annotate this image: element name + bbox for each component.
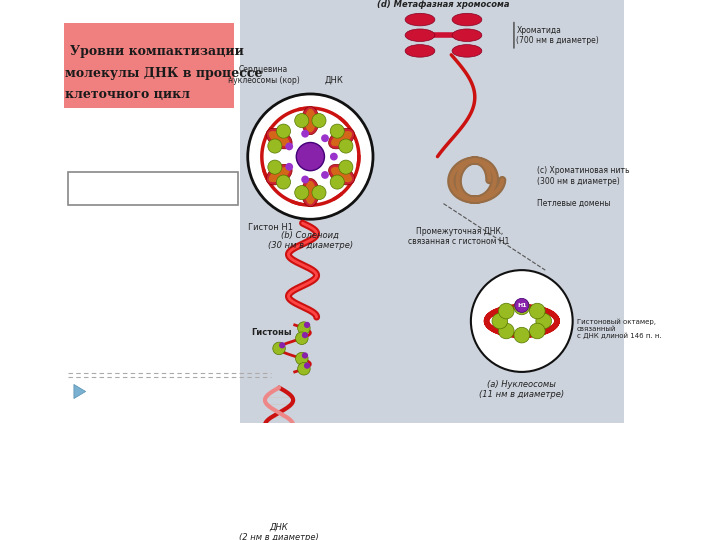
Circle shape (515, 298, 528, 313)
Ellipse shape (452, 14, 482, 26)
Ellipse shape (331, 167, 352, 182)
Bar (64, 23, 235, 108)
Circle shape (285, 143, 293, 150)
Ellipse shape (269, 167, 289, 182)
Circle shape (312, 186, 326, 200)
Text: клеточного цикл: клеточного цикл (66, 87, 190, 100)
Circle shape (301, 130, 309, 138)
Ellipse shape (331, 131, 352, 146)
Ellipse shape (266, 129, 292, 149)
Text: Гистон Н1: Гистон Н1 (248, 223, 293, 232)
Circle shape (339, 160, 353, 174)
Circle shape (304, 362, 310, 369)
Text: Хроматида
(700 нм в диаметре): Хроматида (700 нм в диаметре) (516, 25, 599, 45)
Text: ДНК
(2 нм в диаметре): ДНК (2 нм в диаметре) (239, 522, 319, 540)
Circle shape (330, 175, 344, 189)
Ellipse shape (305, 109, 316, 132)
Ellipse shape (328, 129, 354, 149)
Circle shape (339, 139, 353, 153)
Ellipse shape (302, 106, 319, 134)
Text: (c) Хроматиновая нить
(300 нм в диаметре): (c) Хроматиновая нить (300 нм в диаметре… (537, 166, 630, 186)
Circle shape (498, 303, 514, 319)
Ellipse shape (302, 179, 319, 207)
Text: Н1: Н1 (517, 303, 526, 308)
Text: Уровни компактизации: Уровни компактизации (70, 45, 244, 58)
Circle shape (273, 342, 285, 355)
Circle shape (248, 94, 373, 219)
Text: Гистоновый октамер,
связанный
с ДНК длиной 146 п. н.: Гистоновый октамер, связанный с ДНК длин… (577, 318, 661, 340)
Text: ДНК: ДНК (325, 76, 343, 85)
Circle shape (498, 323, 514, 339)
Text: (a) Нуклеосомы
(11 нм в диаметре): (a) Нуклеосомы (11 нм в диаметре) (480, 380, 564, 399)
Bar (240, 0, 624, 423)
Circle shape (294, 113, 309, 127)
Text: Сердцевина
нуклеосомы (кор): Сердцевина нуклеосомы (кор) (228, 65, 300, 85)
Circle shape (276, 124, 291, 138)
Ellipse shape (328, 164, 354, 185)
Circle shape (302, 332, 308, 338)
Text: Промежуточная ДНК,
связанная с гистоном Н1: Промежуточная ДНК, связанная с гистоном … (408, 227, 510, 246)
Circle shape (301, 176, 309, 184)
Ellipse shape (405, 45, 435, 57)
Text: (d) Метафазная хромосома: (d) Метафазная хромосома (377, 1, 510, 9)
Bar (60, 0, 240, 423)
Circle shape (295, 352, 308, 365)
Circle shape (536, 313, 552, 329)
Circle shape (529, 303, 545, 319)
Circle shape (312, 113, 326, 127)
Circle shape (295, 332, 308, 345)
Ellipse shape (452, 29, 482, 42)
Circle shape (321, 171, 329, 179)
Circle shape (321, 134, 329, 142)
Circle shape (304, 322, 310, 328)
Ellipse shape (452, 45, 482, 57)
Circle shape (285, 163, 293, 171)
Circle shape (514, 299, 530, 315)
Circle shape (294, 186, 309, 200)
Text: Гистоны: Гистоны (252, 328, 292, 338)
Ellipse shape (405, 14, 435, 26)
Circle shape (330, 153, 338, 160)
Ellipse shape (405, 29, 435, 42)
Text: Петлевые домены: Петлевые домены (537, 199, 611, 208)
Ellipse shape (266, 164, 292, 185)
Circle shape (297, 322, 310, 334)
Bar (68, 172, 238, 205)
Text: (b) Соленоид
(30 нм в диаметре): (b) Соленоид (30 нм в диаметре) (268, 231, 353, 251)
Circle shape (297, 362, 310, 375)
Circle shape (302, 352, 308, 359)
Circle shape (514, 327, 530, 343)
Ellipse shape (305, 181, 316, 204)
Circle shape (296, 143, 325, 171)
Polygon shape (74, 384, 86, 399)
Circle shape (471, 270, 572, 372)
Circle shape (268, 139, 282, 153)
Circle shape (529, 323, 545, 339)
Circle shape (492, 313, 508, 329)
Ellipse shape (269, 131, 289, 146)
Text: молекулы ДНК в процессе: молекулы ДНК в процессе (66, 66, 263, 79)
Circle shape (330, 124, 344, 138)
Circle shape (268, 160, 282, 174)
Circle shape (279, 342, 285, 348)
Circle shape (276, 175, 291, 189)
